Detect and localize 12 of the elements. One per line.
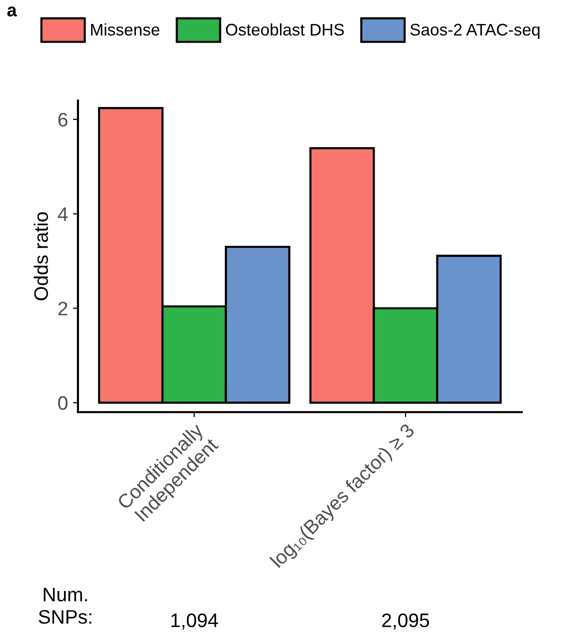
- legend-label: Missense: [91, 23, 160, 36]
- text: 1,094: [171, 613, 218, 630]
- text: 2,095: [382, 613, 430, 630]
- legend-label: Saos-2 ATAC-seq: [410, 24, 540, 39]
- y-tick-label: 0: [58, 396, 68, 410]
- y-tick-label: 4: [58, 207, 68, 221]
- legend-label: Osteoblast DHS: [226, 23, 344, 36]
- y-tick-label: 2: [58, 302, 68, 316]
- y-axis-title: Odds ratio: [34, 212, 48, 300]
- text: Num. SNPs:: [38, 588, 92, 624]
- text: a: [7, 6, 17, 16]
- y-tick-label: 6: [58, 112, 68, 127]
